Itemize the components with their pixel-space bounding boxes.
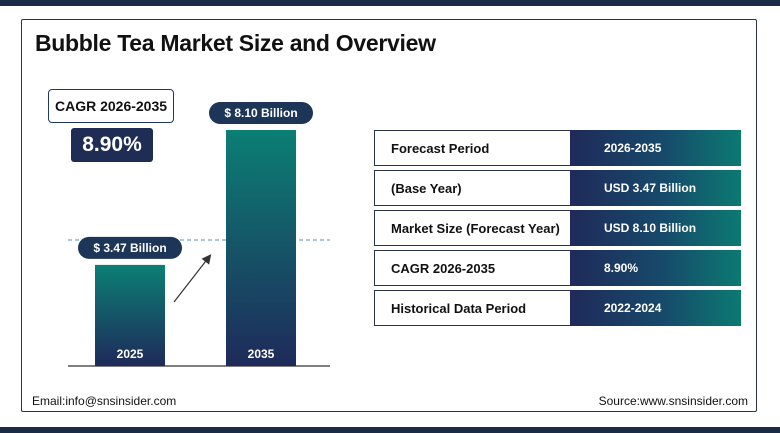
summary-table: Forecast Period 2026-2035 (Base Year) USD 3… <box>374 130 741 330</box>
value-label-pill <box>78 236 182 259</box>
cagr-value: 8.90% <box>71 128 153 162</box>
bottom-border-bar <box>0 427 780 433</box>
footer-email: Email:info@snsinsider.com <box>32 394 177 408</box>
table-row: Historical Data Period 2022-2024 <box>374 290 741 326</box>
table-row-value: 2022-2024 <box>570 290 741 326</box>
data-label: $ 8.10 Billion <box>224 106 297 120</box>
growth-arrow <box>173 254 212 303</box>
table-row: Forecast Period 2026-2035 <box>374 130 741 166</box>
table-row: Market Size (Forecast Year) USD 8.10 Bill… <box>374 210 741 246</box>
page-title: Bubble Tea Market Size and Overview <box>35 30 436 56</box>
data-label: $ 3.47 Billion <box>93 241 166 255</box>
table-row-value: 8.90% <box>570 250 741 286</box>
table-row-label: Forecast Period <box>374 130 570 166</box>
table-row-value: 2026-2035 <box>570 130 741 166</box>
x-tick-label: 2035 <box>248 347 275 361</box>
table-row-value: USD 8.10 Billion <box>570 210 741 246</box>
footer-source: Source:www.snsinsider.com <box>598 394 748 408</box>
bar-2025 <box>95 264 165 366</box>
top-border-bar <box>0 0 780 6</box>
card-frame <box>21 19 757 412</box>
table-row-label: Market Size (Forecast Year) <box>374 210 570 246</box>
x-tick-label: 2025 <box>117 347 144 361</box>
value-label-pill <box>209 102 313 124</box>
table-row-value: USD 3.47 Billion <box>570 170 741 206</box>
table-row: CAGR 2026-2035 8.90% <box>374 250 741 286</box>
table-row-label: CAGR 2026-2035 <box>374 250 570 286</box>
table-row-label: (Base Year) <box>374 170 570 206</box>
cagr-label: CAGR 2026-2035 <box>48 89 174 123</box>
table-row: (Base Year) USD 3.47 Billion <box>374 170 741 206</box>
bar-2035 <box>226 130 296 366</box>
table-row-label: Historical Data Period <box>374 290 570 326</box>
